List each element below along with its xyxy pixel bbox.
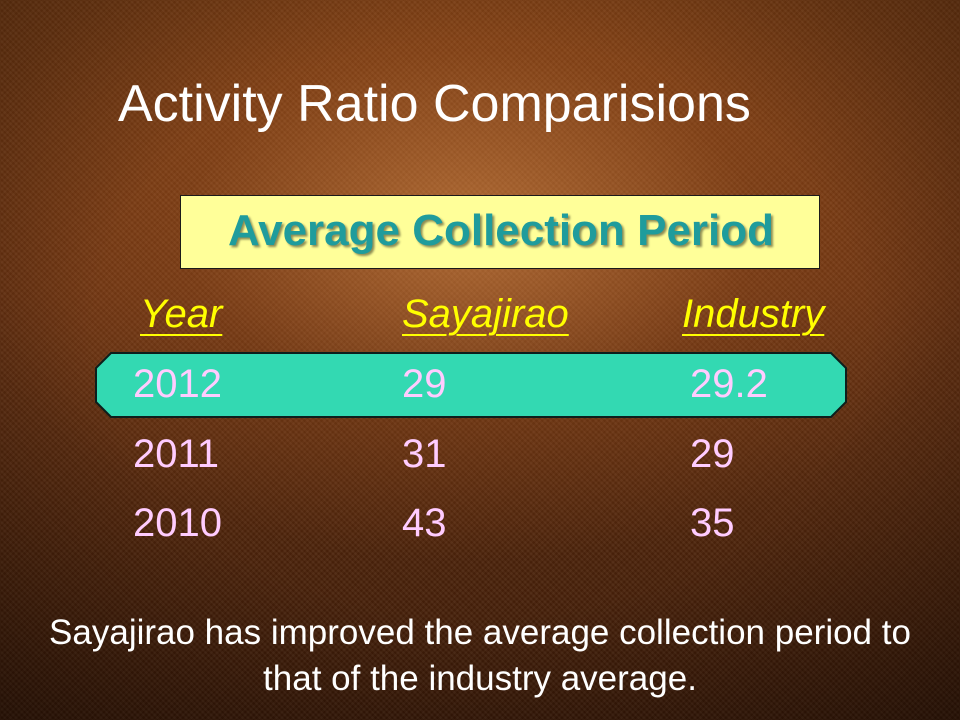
slide-title: Activity Ratio Comparisions bbox=[118, 75, 751, 133]
header-industry: Industry bbox=[682, 292, 825, 336]
subtitle: Average Collection Period bbox=[227, 206, 775, 255]
cell-sayajirao-2010: 43 bbox=[402, 501, 447, 545]
row-highlight-shape bbox=[95, 352, 847, 418]
cell-industry-2012: 29.2 bbox=[690, 362, 768, 406]
header-sayajirao: Sayajirao bbox=[402, 292, 569, 336]
header-year: Year bbox=[140, 292, 223, 336]
subtitle-box: Average Collection Period bbox=[180, 195, 820, 269]
cell-industry-2010: 35 bbox=[690, 501, 735, 545]
cell-industry-2011: 29 bbox=[690, 432, 735, 476]
cell-sayajirao-2012: 29 bbox=[402, 362, 447, 406]
cell-sayajirao-2011: 31 bbox=[402, 432, 447, 476]
cell-year-2011: 2011 bbox=[133, 432, 220, 476]
cell-year-2010: 2010 bbox=[133, 501, 222, 545]
cell-year-2012: 2012 bbox=[133, 362, 222, 406]
conclusion-note: Sayajirao has improved the average colle… bbox=[49, 613, 911, 698]
